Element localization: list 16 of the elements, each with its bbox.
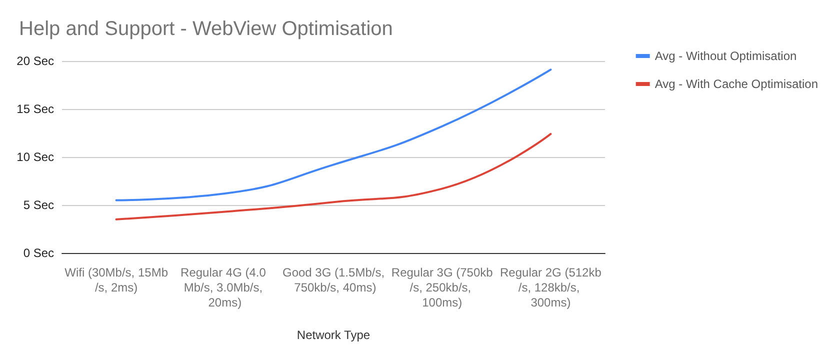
x-tick-label: Wifi (30Mb/s, 15Mb/s, 2ms) [64, 266, 168, 294]
chart-title: Help and Support - WebView Optimisation [19, 18, 393, 40]
y-tick-label: 10 Sec [16, 150, 54, 164]
x-axis-title: Network Type [296, 328, 370, 342]
x-tick-label: Regular 2G (512kb/s, 128kb/s, 300ms) [500, 266, 602, 310]
legend-label: Avg - Without Optimisation [654, 49, 797, 63]
x-tick-label: Good 3G (1.5Mb/s, 750kb/s, 40ms) [282, 266, 385, 294]
y-tick-label: 15 Sec [16, 102, 54, 116]
line-series [115, 132, 552, 220]
line-series [115, 68, 552, 202]
legend-label: Avg - With Cache Optimisation [654, 77, 818, 91]
y-tick-label: 20 Sec [16, 54, 54, 68]
x-tick-label: Regular 4G (4.0 Mb/s, 3.0Mb/s, 20ms) [180, 266, 270, 310]
y-tick-label: 0 Sec [23, 246, 54, 260]
y-tick-label: 5 Sec [23, 198, 54, 212]
x-tick-label: Regular 3G (750kb/s, 250kb/s, 100ms) [391, 266, 494, 310]
